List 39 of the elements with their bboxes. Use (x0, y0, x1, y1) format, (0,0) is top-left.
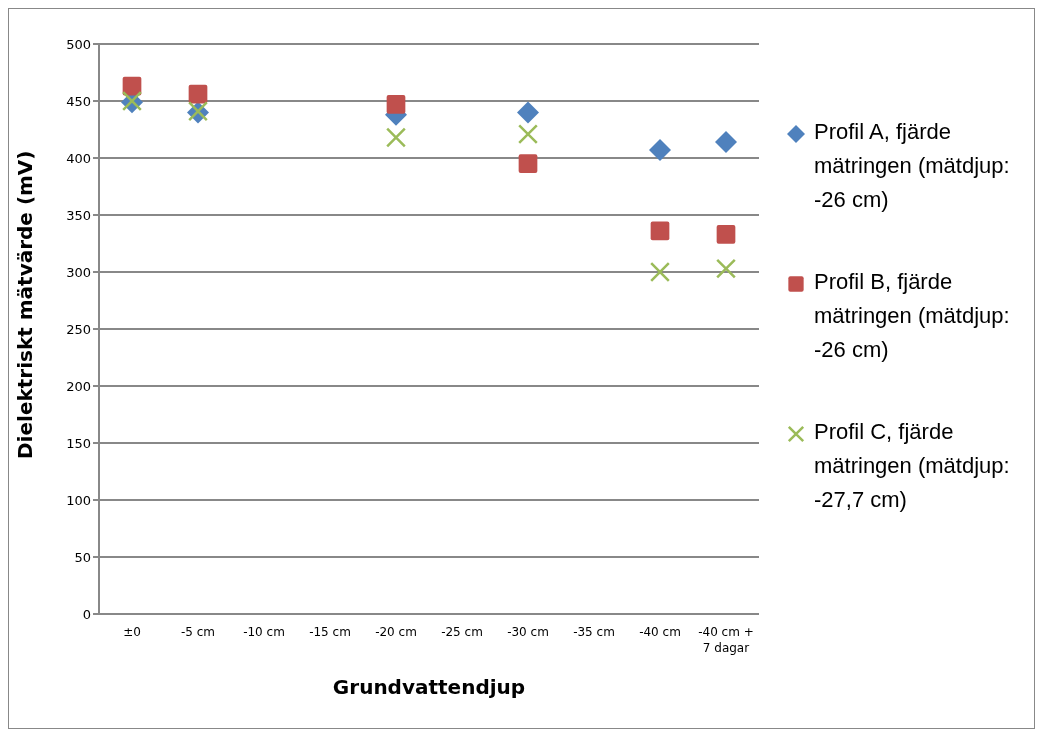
x-tick-label: -5 cm (180, 625, 216, 639)
point (517, 101, 539, 124)
legend-label: Profil A, fjärde mätringen (mätdjup: -26 cm) (814, 118, 1011, 214)
y-tick-label: 350 (66, 207, 91, 223)
y-tick-label: 200 (66, 378, 91, 394)
legend-label: Profil B, fjärde mätringen (mätdjup: -26 cm) (814, 268, 1011, 364)
point (715, 131, 737, 154)
y-tick-label: 150 (66, 435, 91, 451)
y-tick-label: 450 (66, 93, 91, 109)
y-tick-label: 250 (66, 321, 91, 337)
point (385, 127, 407, 148)
y-tick-label: 100 (66, 492, 91, 508)
point (386, 95, 406, 114)
y-tick-label: 400 (66, 150, 91, 166)
x-tick-label: -40 cm (639, 625, 681, 639)
x-tick-label: -25 cm (441, 625, 483, 639)
point (188, 84, 208, 104)
y-tick-label: 50 (74, 549, 91, 565)
y-axis-title: Dielektriskt mätvärde (mV) (13, 150, 38, 459)
point (517, 124, 539, 145)
x-tick-label: -20 cm (375, 625, 417, 639)
point (518, 154, 538, 174)
x-tick-label: -15 cm (309, 625, 351, 639)
x-tick-label: -40 cm + 7 dagar (698, 625, 754, 655)
x-tick-label: -10 cm (243, 625, 285, 639)
point (122, 76, 142, 96)
y-tick-label: 500 (66, 36, 91, 52)
x-tick-label: -30 cm (507, 625, 549, 639)
point (649, 139, 671, 162)
point (716, 225, 736, 244)
legend-label: Profil C, fjärde mätringen (mätdjup: -27,7 cm) (814, 418, 1011, 514)
y-tick-label: 0 (82, 606, 91, 622)
x-tick-label: -35 cm (573, 625, 615, 639)
y-tick-label: 300 (66, 264, 91, 280)
x-axis-title: Grundvattendjup (332, 675, 526, 699)
point (649, 261, 671, 283)
x-tick-label: ±0 (123, 625, 141, 639)
point (650, 221, 670, 241)
point (715, 258, 737, 279)
